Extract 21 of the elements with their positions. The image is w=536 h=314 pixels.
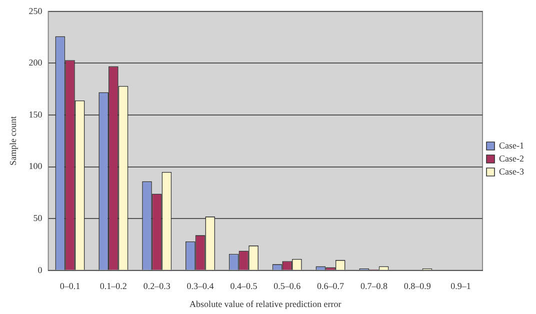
legend-label: Case-3 [499,166,524,176]
x-axis-title: Absolute value of relative prediction error [190,298,342,309]
x-tick-label: 0.2–0.3 [143,281,171,292]
y-tick-label: 50 [33,212,43,223]
legend-label: Case-1 [499,140,524,150]
x-tick-label: 0.4–0.5 [230,281,258,292]
legend-label: Case-2 [499,153,524,164]
x-tick-label: 0–0.1 [60,281,80,292]
x-tick-label: 0.8–0.9 [404,281,432,292]
y-tick-label: 200 [28,58,43,68]
y-axis-title: Sample count [8,116,18,166]
x-tick-label: 0.3–0.4 [186,281,214,292]
x-tick-label: 0.1–0.2 [100,281,127,292]
y-tick-label: 250 [28,6,43,16]
x-tick-label: 0.7–0.8 [360,281,388,292]
y-tick-label: 100 [28,161,43,172]
x-tick-label: 0.5–0.6 [274,281,302,292]
y-tick-label: 0 [38,264,43,275]
x-tick-label: 0.6–0.7 [317,281,345,292]
y-tick-label: 150 [28,109,43,120]
x-tick-label: 0.9–1 [450,281,471,292]
